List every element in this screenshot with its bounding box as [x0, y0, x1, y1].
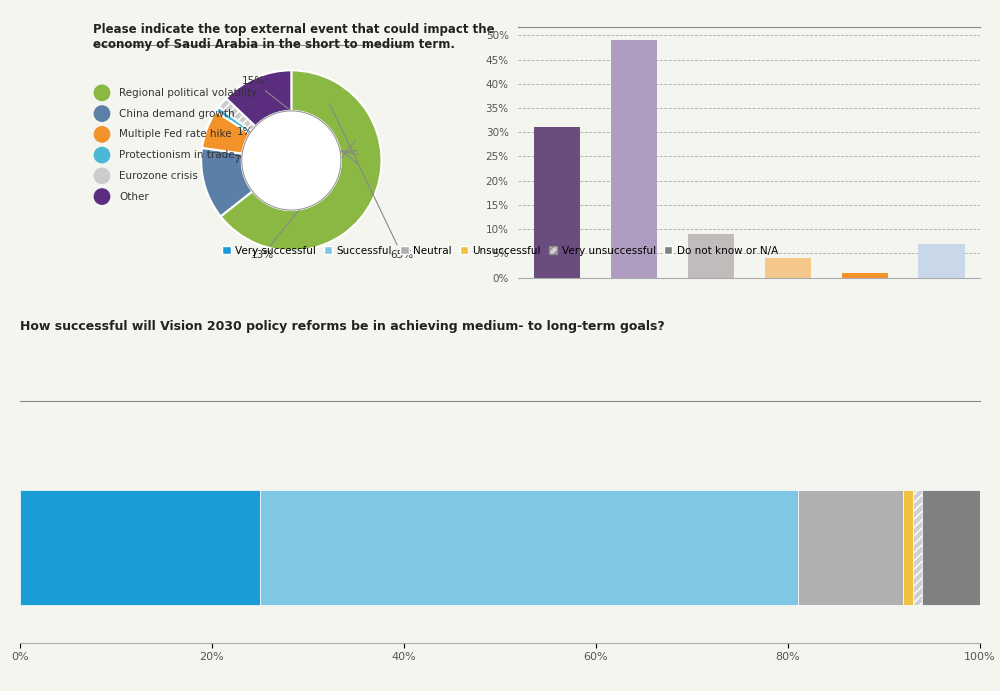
Wedge shape: [221, 70, 382, 251]
Text: Protectionism in trade: Protectionism in trade: [119, 150, 235, 160]
Wedge shape: [226, 70, 291, 126]
Bar: [20, 491, 260, 605]
Bar: [922, 491, 980, 605]
Circle shape: [94, 85, 110, 100]
Circle shape: [94, 147, 110, 163]
Text: Other: Other: [119, 191, 149, 202]
Bar: [842, 273, 888, 278]
Wedge shape: [201, 148, 252, 216]
Wedge shape: [219, 98, 255, 131]
Bar: [903, 491, 913, 605]
Circle shape: [94, 168, 110, 184]
Bar: [918, 244, 965, 278]
Circle shape: [242, 111, 341, 210]
Bar: [913, 491, 922, 605]
Wedge shape: [202, 111, 250, 153]
Bar: [534, 127, 580, 278]
Text: Regional political volatility: Regional political volatility: [119, 88, 257, 98]
Wedge shape: [216, 107, 251, 133]
Bar: [688, 234, 734, 278]
Text: Please indicate the top external event that could impact the
economy of Saudi Ar: Please indicate the top external event t…: [93, 23, 495, 51]
Legend: Very successful, Successful, Neutral, Unsuccessful, Very unsuccessful, Do not kn: Very successful, Successful, Neutral, Un…: [218, 242, 782, 260]
Text: Eurozone crisis: Eurozone crisis: [119, 171, 198, 181]
Text: 13%: 13%: [251, 140, 355, 261]
Text: 1%: 1%: [237, 126, 358, 155]
Circle shape: [94, 126, 110, 142]
Bar: [798, 491, 903, 605]
Text: How successful will Vision 2030 policy reforms be in achieving medium- to long-t: How successful will Vision 2030 policy r…: [20, 320, 665, 333]
Text: 7%: 7%: [233, 151, 357, 165]
Text: 65%: 65%: [330, 104, 414, 261]
Bar: [765, 258, 811, 278]
Text: 15%: 15%: [242, 76, 358, 164]
Bar: [260, 491, 798, 605]
Circle shape: [94, 106, 110, 121]
Bar: [611, 40, 657, 278]
Text: China demand growth: China demand growth: [119, 108, 235, 119]
Text: Multiple Fed rate hike: Multiple Fed rate hike: [119, 129, 232, 140]
Circle shape: [94, 189, 110, 205]
